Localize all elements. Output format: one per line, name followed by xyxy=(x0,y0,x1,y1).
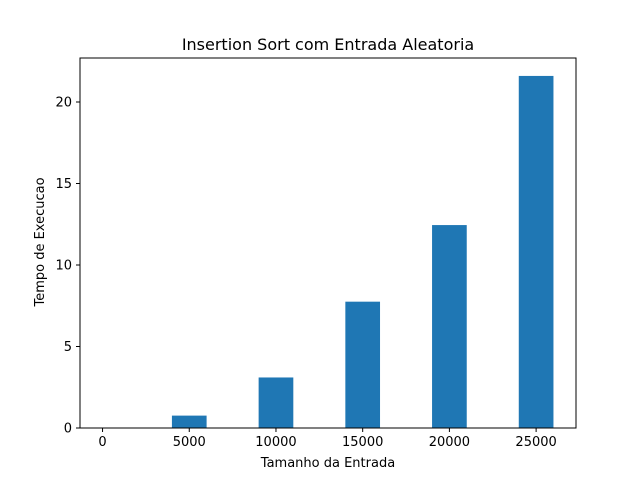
bar-10000 xyxy=(258,377,294,428)
bar-15000 xyxy=(345,301,381,428)
bars-group xyxy=(171,75,554,429)
y-tick-label: 15 xyxy=(55,177,72,192)
x-tick-label: 5000 xyxy=(173,435,206,450)
bar-5000 xyxy=(171,415,207,428)
bar-25000 xyxy=(518,75,554,429)
x-tick-label: 0 xyxy=(98,435,106,450)
x-tick-label: 15000 xyxy=(342,435,383,450)
y-tick-label: 5 xyxy=(64,340,72,355)
x-axis-ticks: 0 5000 10000 15000 20000 25000 xyxy=(98,428,557,450)
y-tick-label: 10 xyxy=(55,259,72,274)
x-tick-label: 10000 xyxy=(255,435,296,450)
plot-frame xyxy=(79,57,577,429)
x-tick-label: 25000 xyxy=(515,435,556,450)
y-axis-ticks: 0 5 10 15 20 xyxy=(55,96,80,437)
y-tick-label: 0 xyxy=(64,422,72,437)
y-axis-label: Tempo de Execucao xyxy=(33,177,48,307)
chart-title: Insertion Sort com Entrada Aleatoria xyxy=(182,35,474,54)
x-axis-label: Tamanho da Entrada xyxy=(260,456,395,471)
x-tick-label: 20000 xyxy=(429,435,470,450)
bar-20000 xyxy=(432,225,467,428)
y-tick-label: 20 xyxy=(55,96,72,111)
